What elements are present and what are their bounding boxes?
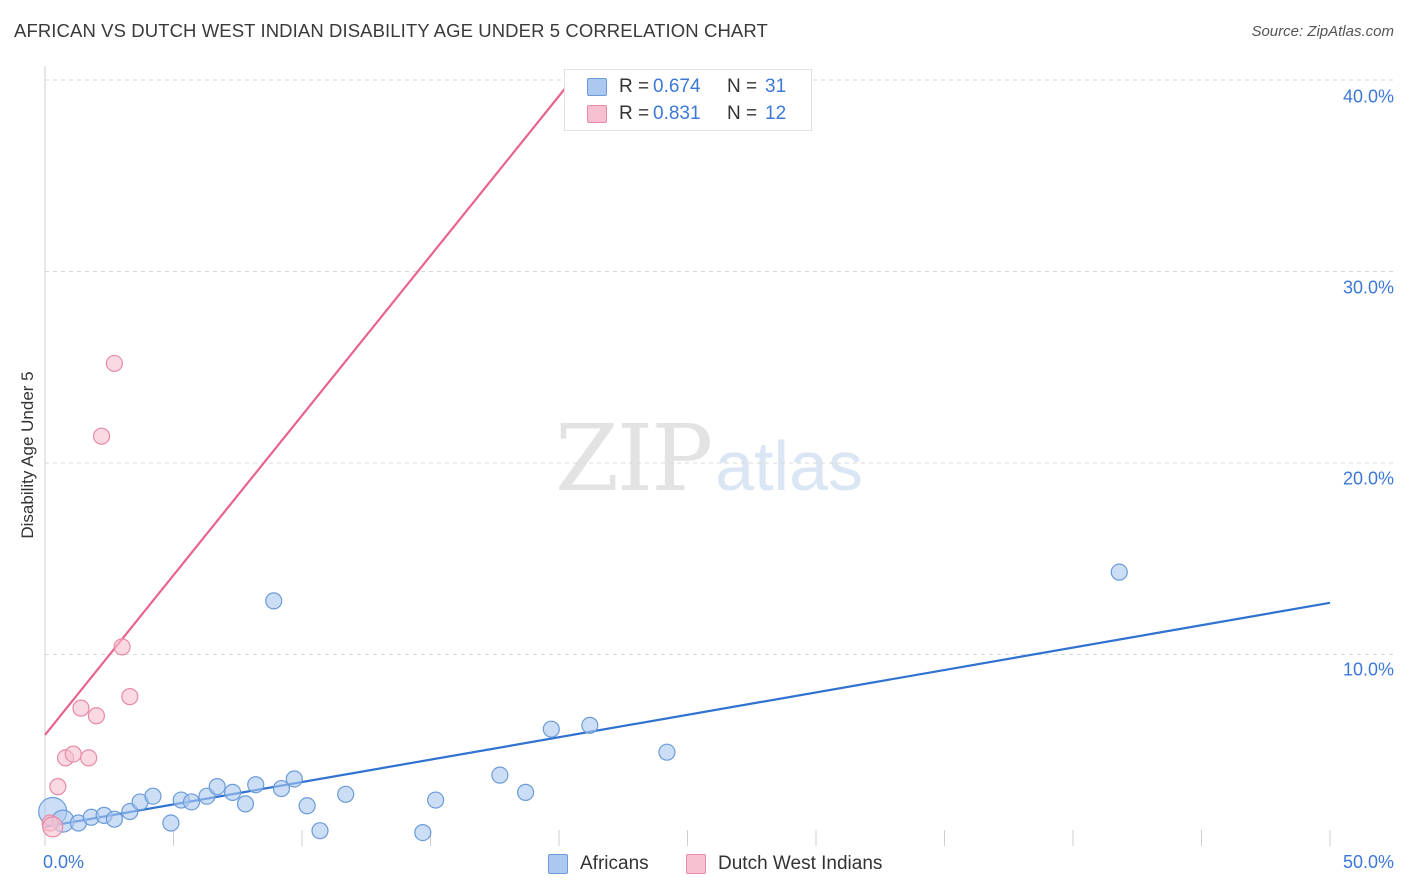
x-tick-label-max: 50.0% <box>1342 852 1394 872</box>
point-africans <box>105 810 123 828</box>
legend-swatch-africans <box>548 854 568 874</box>
point-africans <box>182 793 201 811</box>
point-dutch-west-indians <box>113 638 131 656</box>
legend-label-dutch-west-indians: Dutch West Indians <box>718 853 883 874</box>
legend-n-label: N = <box>727 76 758 97</box>
legend-r-label: R = <box>619 76 650 97</box>
point-africans <box>298 797 316 815</box>
legend-n-value: 31 <box>765 76 787 97</box>
legend-swatch-blue <box>587 78 607 96</box>
legend-swatch-dutch-west-indians <box>686 854 706 874</box>
y-tick-label-10: 10.0% <box>1342 659 1394 680</box>
point-africans <box>162 814 180 832</box>
y-tick-label-40: 40.0% <box>1342 86 1394 107</box>
point-africans <box>1110 563 1128 581</box>
point-africans <box>337 785 355 803</box>
chart-title: AFRICAN VS DUTCH WEST INDIAN DISABILITY … <box>14 20 768 41</box>
point-africans <box>414 823 432 842</box>
legend-r-value: 0.831 <box>653 103 701 124</box>
point-dutch-west-indians <box>87 707 106 725</box>
point-africans <box>272 779 291 798</box>
point-dutch-west-indians <box>49 778 67 796</box>
point-africans <box>427 791 445 809</box>
point-africans <box>516 783 535 801</box>
point-africans <box>265 592 283 610</box>
point-dutch-west-indians <box>121 688 139 706</box>
legend-item-dutch-west-indians: Dutch West Indians <box>686 853 882 875</box>
point-africans <box>581 716 599 734</box>
point-africans <box>236 795 255 813</box>
point-africans <box>208 778 226 796</box>
legend-label-africans: Africans <box>580 853 649 874</box>
legend-row-dutch-west-indians: R = 0.831 N = 12 <box>587 101 786 127</box>
correlation-legend: R = 0.674 N = 31 R = 0.831 N = 12 <box>564 69 812 131</box>
series-legend: Africans Dutch West Indians <box>0 853 1406 877</box>
legend-r-label: R = <box>619 103 650 124</box>
point-africans <box>224 783 242 801</box>
x-tick-label-min: 0.0% <box>43 852 85 872</box>
y-tick-label-20: 20.0% <box>1342 468 1394 489</box>
point-dutch-west-indians <box>92 427 111 445</box>
y-tick-label-30: 30.0% <box>1342 277 1394 298</box>
point-dutch-west-indians <box>64 745 82 763</box>
legend-item-africans: Africans <box>548 853 649 875</box>
legend-n-label: N = <box>727 103 758 124</box>
point-dutch-west-indians <box>42 816 64 838</box>
point-dutch-west-indians <box>72 699 90 717</box>
point-africans <box>542 720 560 738</box>
trend-line-dutch-west-indians <box>44 79 573 736</box>
point-dutch-west-indians <box>80 749 98 767</box>
legend-n-value: 12 <box>765 103 787 124</box>
point-africans <box>285 770 303 788</box>
source-label: Source: ZipAtlas.com <box>1251 23 1394 40</box>
legend-row-africans: R = 0.674 N = 31 <box>587 74 786 100</box>
point-africans <box>247 776 265 794</box>
point-dutch-west-indians <box>105 354 123 373</box>
point-africans <box>491 766 509 784</box>
legend-swatch-pink <box>587 105 607 123</box>
legend-r-value: 0.674 <box>653 76 701 97</box>
point-africans <box>658 743 676 761</box>
point-africans <box>311 822 329 840</box>
point-africans <box>144 787 162 805</box>
